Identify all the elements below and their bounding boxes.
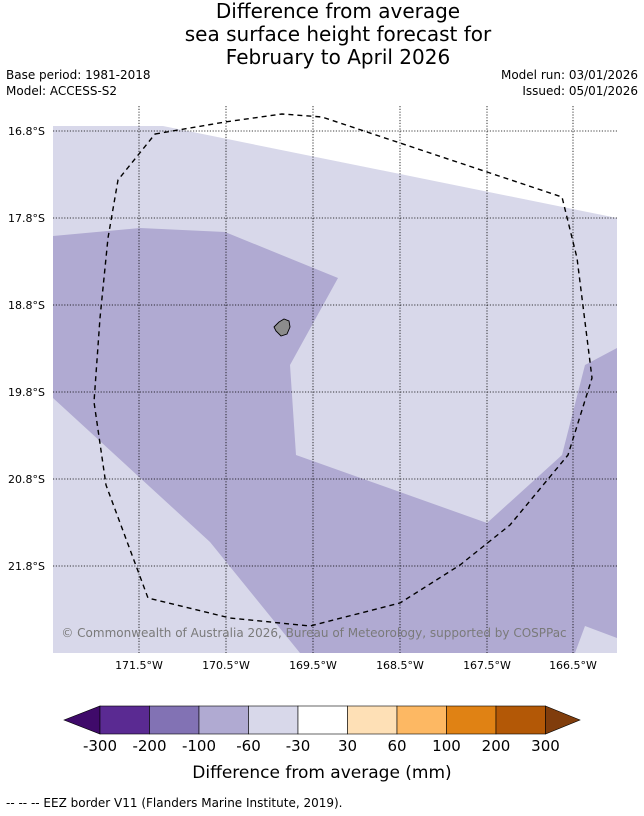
colorbar-extend-low (63, 705, 101, 735)
colorbar-bin (149, 705, 200, 735)
colorbar-bin (99, 705, 150, 735)
lat-label: 20.8°S (8, 473, 45, 486)
lat-label: 18.8°S (8, 299, 45, 312)
lon-labels: 171.5°W 170.5°W 169.5°W 168.5°W 167.5°W … (115, 659, 597, 672)
lon-label: 170.5°W (202, 659, 250, 672)
title-line-3: February to April 2026 (225, 45, 451, 69)
lat-label: 16.8°S (8, 125, 45, 138)
colorbar-bin (248, 705, 299, 735)
colorbar-bin (446, 705, 497, 735)
colorbar-bin (347, 705, 398, 735)
colorbar-tick-label: -200 (132, 737, 166, 755)
meta-left: Base period: 1981-2018 Model: ACCESS-S2 (6, 67, 151, 99)
colorbar-bin (396, 705, 447, 735)
map-title: Difference from average sea surface heig… (0, 0, 644, 69)
lon-label: 166.5°W (549, 659, 597, 672)
island-land (273, 318, 291, 337)
title-line-1: Difference from average (215, 0, 461, 23)
issued-date: Issued: 05/01/2026 (522, 84, 638, 98)
colorbar-bin (297, 705, 348, 735)
eez-footnote: -- -- -- EEZ border V11 (Flanders Marine… (6, 796, 343, 810)
colorbar-tick-label: -30 (286, 737, 311, 755)
colorbar-tick-label: -100 (182, 737, 216, 755)
lon-label: 168.5°W (376, 659, 424, 672)
colorbar-tick-label: 100 (432, 737, 461, 755)
meta-right: Model run: 03/01/2026 Issued: 05/01/2026 (501, 67, 638, 99)
lat-labels: 16.8°S 17.8°S 18.8°S 19.8°S 20.8°S 21.8°… (8, 125, 45, 573)
colorbar-tick-label: 30 (338, 737, 357, 755)
lat-label: 19.8°S (8, 386, 45, 399)
lat-label: 17.8°S (8, 212, 45, 225)
region-minus100-minus60-west (53, 228, 617, 653)
colorbar-ticks: -300 -200 -100 -60 -30 30 60 100 200 300 (83, 737, 560, 755)
colorbar-tick-label: -300 (83, 737, 117, 755)
title-line-2: sea surface height forecast for (184, 22, 492, 46)
colorbar-tick-label: 200 (482, 737, 511, 755)
colorbar-tick-label: 300 (531, 737, 560, 755)
colorbar-bin (495, 705, 546, 735)
copyright-text: © Commonwealth of Australia 2026, Bureau… (61, 626, 566, 640)
base-period: Base period: 1981-2018 (6, 68, 151, 82)
lon-label: 169.5°W (289, 659, 337, 672)
colorbar (63, 705, 581, 735)
model-name: Model: ACCESS-S2 (6, 84, 118, 98)
map-area (53, 126, 617, 653)
lat-label: 21.8°S (8, 560, 45, 573)
model-run: Model run: 03/01/2026 (500, 68, 638, 82)
colorbar-bin (198, 705, 249, 735)
region-minus60-minus30-southwest (53, 548, 245, 653)
lon-label: 171.5°W (115, 659, 163, 672)
colorbar-tick-label: -60 (236, 737, 261, 755)
colorbar-extend-high (545, 705, 581, 735)
colorbar-tick-label: 60 (387, 737, 406, 755)
eez-border (93, 113, 593, 627)
colorbar-label: Difference from average (mm) (192, 763, 451, 783)
lon-label: 167.5°W (463, 659, 511, 672)
